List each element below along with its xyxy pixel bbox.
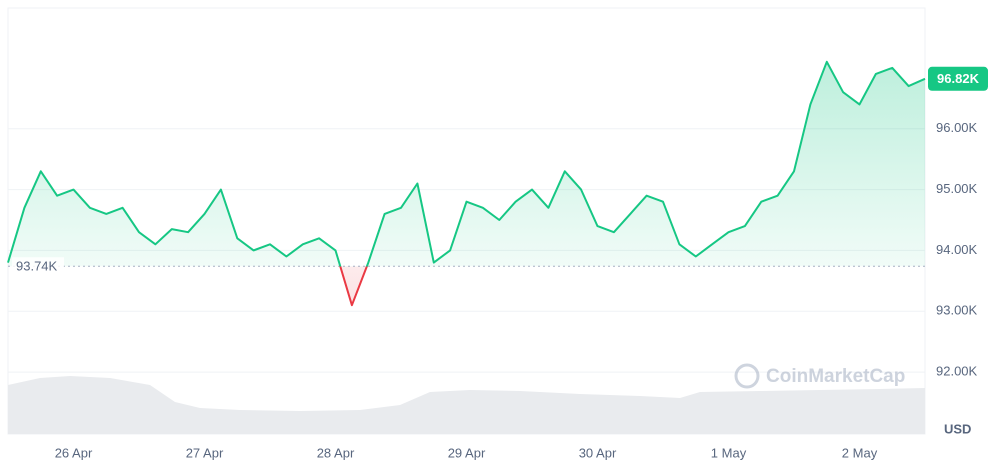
volume-area [8, 376, 925, 434]
x-tick-label: 28 Apr [317, 445, 355, 460]
watermark: CoinMarketCap [734, 363, 905, 389]
x-tick-label: 26 Apr [55, 445, 93, 460]
baseline-label: 93.74K [16, 259, 58, 274]
watermark-text: CoinMarketCap [766, 366, 905, 387]
last-price-badge [928, 66, 988, 91]
y-tick-label: 95.00K [936, 181, 978, 196]
x-tick-label: 29 Apr [448, 445, 486, 460]
x-tick-label: 1 May [711, 445, 747, 460]
y-tick-label: 96.00K [936, 120, 978, 135]
y-tick-label: 94.00K [936, 242, 978, 257]
price-line [7, 60, 926, 307]
x-tick-label: 27 Apr [186, 445, 224, 460]
y-tick-label: 92.00K [936, 364, 978, 379]
baseline-label-bg [12, 257, 64, 276]
last-price-label: 96.82K [937, 71, 980, 86]
watermark-logo [734, 363, 760, 389]
x-tick-label: 2 May [842, 445, 878, 460]
x-tick-label: 30 Apr [579, 445, 617, 460]
y-tick-label: 93.00K [936, 303, 978, 318]
price-area [8, 61, 925, 306]
unit-label: USD [944, 421, 971, 436]
